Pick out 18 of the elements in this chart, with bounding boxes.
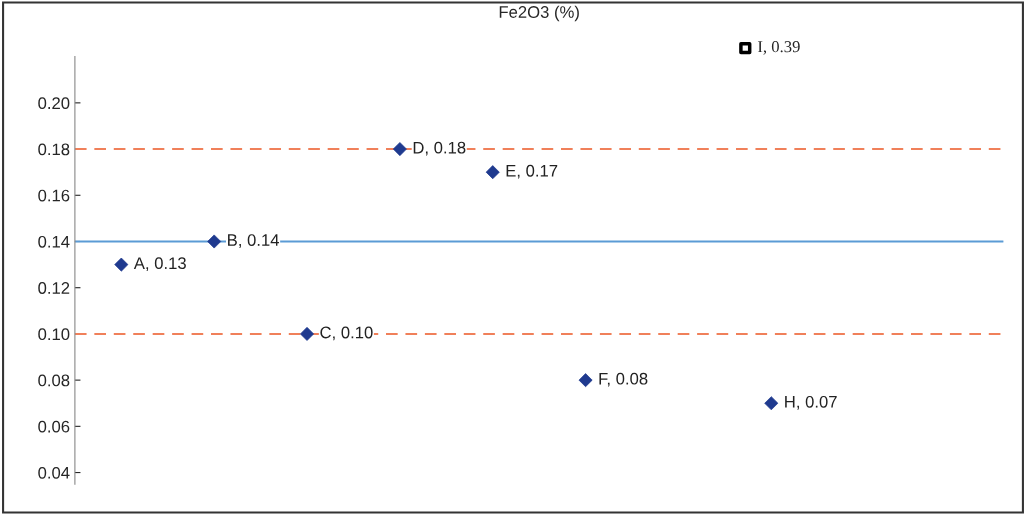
data-label: B, 0.14 <box>228 234 280 248</box>
data-label: H, 0.07 <box>785 395 837 410</box>
y-tick-label: 0.14 <box>38 235 70 248</box>
data-label: E, 0.17 <box>506 164 558 179</box>
y-tick-label: 0.20 <box>38 97 70 110</box>
data-label: D, 0.18 <box>413 141 466 156</box>
data-label: C, 0.10 <box>320 326 373 341</box>
data-label: A, 0.13 <box>133 257 186 272</box>
y-tick-label: 0.08 <box>38 374 70 387</box>
y-tick-label: 0.12 <box>38 282 70 294</box>
data-label: F, 0.08 <box>599 372 648 387</box>
chart-title: Fe2O3 (%) <box>499 5 579 22</box>
y-tick-label: 0.16 <box>38 189 70 202</box>
y-tick-label: 0.10 <box>38 328 70 341</box>
y-tick-label: 0.06 <box>38 420 70 433</box>
text: I, 0.39 <box>757 41 800 55</box>
y-tick-label: 0.18 <box>38 143 70 156</box>
y-tick-label: 0.04 <box>38 466 70 479</box>
